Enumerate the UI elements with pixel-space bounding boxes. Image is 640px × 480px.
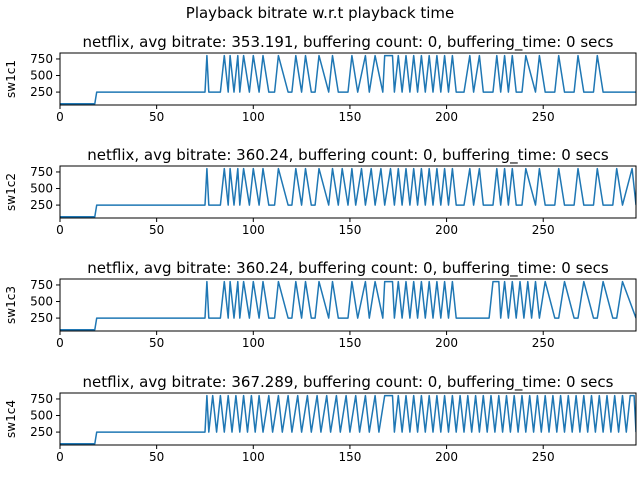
y-tick-label: 750 (30, 165, 53, 179)
y-axis-ticks: 250 500 750 (30, 165, 60, 212)
x-tick-label: 250 (532, 223, 555, 237)
x-tick-label: 200 (435, 450, 458, 464)
subplot-title: netflix, avg bitrate: 360.24, buffering … (87, 146, 609, 165)
x-tick-label: 50 (149, 110, 164, 124)
x-tick-label: 0 (56, 223, 64, 237)
x-axis-ticks: 0 50 100 150 200 250 (56, 445, 555, 464)
x-tick-label: 250 (532, 110, 555, 124)
axes-frame (59, 52, 637, 106)
x-tick-label: 100 (242, 336, 265, 350)
y-tick-label: 250 (30, 425, 53, 439)
subplot-3: netflix, avg bitrate: 360.24, buffering … (4, 259, 637, 350)
y-axis-label: sw1c4 (4, 400, 18, 438)
x-tick-label: 150 (338, 223, 361, 237)
subplot-title: netflix, avg bitrate: 353.191, buffering… (83, 33, 614, 52)
y-axis-ticks: 250 500 750 (30, 52, 60, 99)
x-axis-ticks: 0 50 100 150 200 250 (56, 331, 555, 350)
y-tick-label: 750 (30, 52, 53, 66)
x-tick-label: 0 (56, 336, 64, 350)
x-tick-label: 150 (338, 336, 361, 350)
y-tick-label: 250 (30, 198, 53, 212)
series-line (60, 167, 636, 218)
y-tick-label: 750 (30, 278, 53, 292)
subplot-panels: netflix, avg bitrate: 353.191, buffering… (4, 33, 637, 464)
x-tick-label: 50 (149, 450, 164, 464)
axes-frame (59, 165, 637, 219)
x-tick-label: 0 (56, 450, 64, 464)
y-axis-label: sw1c2 (4, 173, 18, 211)
y-tick-label: 500 (30, 182, 53, 196)
x-tick-label: 150 (338, 110, 361, 124)
y-tick-label: 500 (30, 295, 53, 309)
subplot-1: netflix, avg bitrate: 353.191, buffering… (4, 33, 637, 124)
x-tick-label: 200 (435, 110, 458, 124)
subplot-2: netflix, avg bitrate: 360.24, buffering … (4, 146, 637, 237)
subplot-title: netflix, avg bitrate: 367.289, buffering… (83, 373, 614, 392)
x-tick-label: 200 (435, 336, 458, 350)
x-tick-label: 100 (242, 110, 265, 124)
y-axis-label: sw1c1 (4, 60, 18, 98)
y-tick-label: 250 (30, 85, 53, 99)
y-axis-ticks: 250 500 750 (30, 278, 60, 325)
subplot-4: netflix, avg bitrate: 367.289, buffering… (4, 373, 637, 464)
x-tick-label: 200 (435, 223, 458, 237)
x-tick-label: 150 (338, 450, 361, 464)
figure-suptitle: Playback bitrate w.r.t playback time (186, 4, 454, 22)
x-tick-label: 100 (242, 450, 265, 464)
subplot-title: netflix, avg bitrate: 360.24, buffering … (87, 259, 609, 278)
x-axis-ticks: 0 50 100 150 200 250 (56, 105, 555, 124)
axes-frame (59, 278, 637, 332)
series-line (60, 280, 636, 331)
series-line (60, 54, 636, 105)
y-tick-label: 500 (30, 409, 53, 423)
x-axis-ticks: 0 50 100 150 200 250 (56, 218, 555, 237)
y-axis-ticks: 250 500 750 (30, 392, 60, 439)
x-tick-label: 50 (149, 223, 164, 237)
x-tick-label: 250 (532, 336, 555, 350)
series-line (60, 394, 636, 445)
x-tick-label: 100 (242, 223, 265, 237)
axes-frame (59, 392, 637, 446)
y-tick-label: 250 (30, 311, 53, 325)
y-tick-label: 500 (30, 69, 53, 83)
x-tick-label: 250 (532, 450, 555, 464)
y-tick-label: 750 (30, 392, 53, 406)
x-tick-label: 50 (149, 336, 164, 350)
y-axis-label: sw1c3 (4, 286, 18, 324)
x-tick-label: 0 (56, 110, 64, 124)
